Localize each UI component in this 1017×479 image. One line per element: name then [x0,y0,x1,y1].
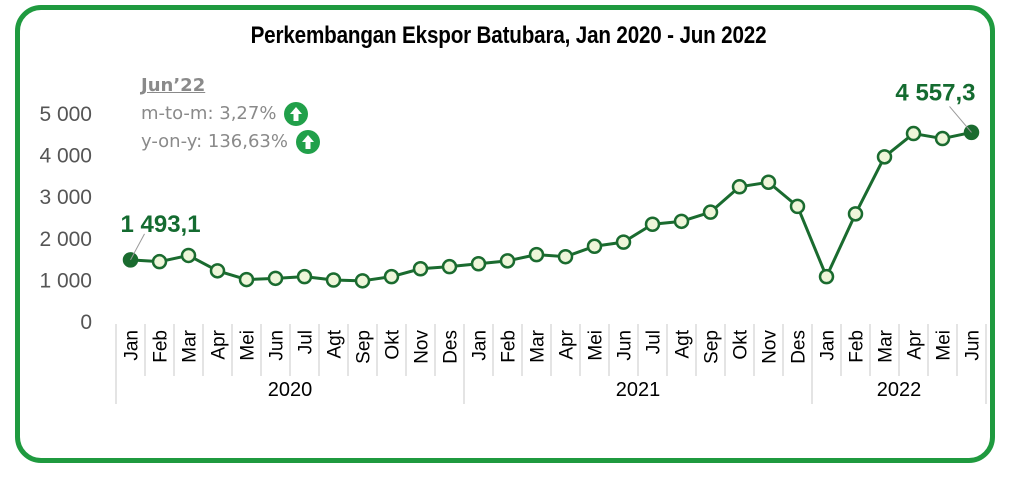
data-point [238,271,255,288]
data-point [412,261,429,277]
x-tick-label: Jun [267,330,288,361]
x-tick-label: Des [441,330,462,364]
x-tick-label: Feb [847,330,868,363]
chart-title: Perkembangan Ekspor Batubara, Jan 2020 -… [250,22,767,49]
arrow-up-circle-icon [295,130,320,154]
data-label: 1 493,1 [121,211,201,238]
x-tick-label: Okt [383,329,404,359]
chart-frame [15,5,995,463]
data-point [760,174,777,190]
x-tick-label: Mei [934,330,955,361]
data-point [934,130,951,147]
data-point [528,246,545,263]
note-mtm-row: m-to-m: 3,27% [141,100,320,128]
data-point [180,247,197,264]
x-tick-label: Apr [905,329,926,359]
data-point [847,206,864,222]
x-tick-label: Des [789,330,810,364]
x-tick-label: Jan [470,330,491,361]
data-point [499,253,516,269]
data-point [267,270,284,287]
x-tick-label: Mar [528,329,549,362]
callout-leader [130,233,145,261]
x-tick-label: Feb [499,330,520,363]
x-tick-label: Nov [760,330,781,364]
x-tick-label: Apr [557,329,578,359]
x-tick-label: Mei [238,330,259,361]
y-tick-label: 5 000 [39,103,92,126]
note-yoy: y-on-y: 136,63% [141,131,288,152]
x-tick-label: Apr [209,329,230,359]
data-point [876,149,893,165]
x-tick-label: Sep [702,330,723,364]
y-tick-label: 1 000 [39,269,92,292]
data-point [151,253,168,270]
y-tick-label: 2 000 [39,228,92,251]
x-tick-label: Jun [963,330,984,361]
data-point [470,256,487,272]
data-point [383,268,400,285]
year-label: 2022 [877,379,922,401]
year-label: 2021 [616,379,661,401]
data-point [586,238,603,255]
data-point [789,198,806,215]
data-point [557,248,574,265]
x-tick-label: Mei [586,330,607,361]
x-tick-label: Okt [731,329,752,359]
data-point [615,234,632,250]
x-tick-label: Agt [325,329,346,358]
data-point [296,268,313,285]
y-tick-label: 0 [80,311,92,334]
series-line [130,130,972,283]
data-point [441,258,458,275]
x-tick-label: Jul [644,330,665,354]
note-yoy-row: y-on-y: 136,63% [141,128,320,156]
x-tick-label: Sep [354,330,375,364]
x-tick-label: Jul [296,330,317,354]
data-point [731,179,748,195]
data-label: 4 557,3 [895,79,975,106]
y-tick-label: 3 000 [39,186,92,209]
summary-note: Jun’22 m-to-m: 3,27% y-on-y: 136,63% [141,72,320,156]
data-point [209,263,226,279]
x-tick-label: Agt [673,329,694,358]
data-point [325,272,342,288]
y-tick-label: 4 000 [39,145,92,168]
x-tick-label: Jan [818,330,839,361]
data-point [673,213,690,230]
x-tick-label: Jan [122,330,143,361]
data-point [905,125,922,142]
year-label: 2020 [268,379,313,401]
data-point [354,273,371,289]
arrow-up-circle-icon [284,102,309,126]
data-point [644,216,661,232]
data-point [702,204,719,220]
callout-leader [949,106,972,133]
x-tick-label: Mar [180,329,201,362]
x-tick-label: Jun [615,330,636,361]
x-tick-label: Feb [151,330,172,363]
x-tick-label: Nov [412,330,433,364]
data-point [818,268,835,285]
x-tick-label: Mar [876,329,897,362]
note-mtm: m-to-m: 3,27% [141,103,277,124]
note-heading: Jun’22 [141,75,206,96]
